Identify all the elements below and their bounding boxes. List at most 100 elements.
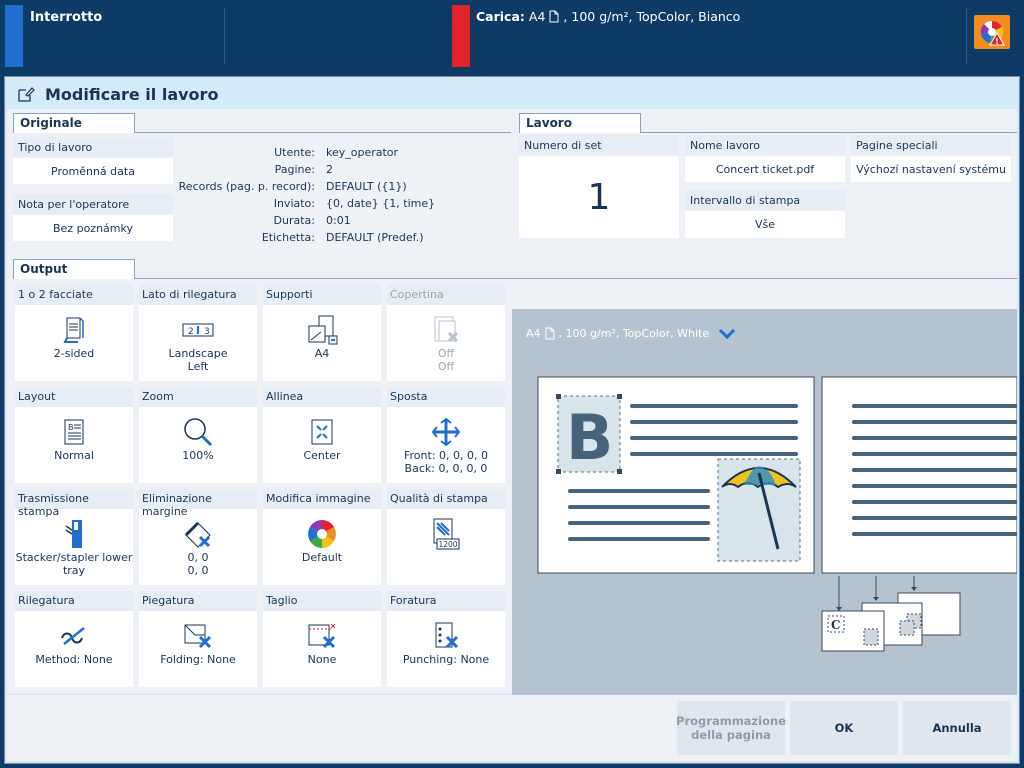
cell-title: Eliminazione margine: [139, 489, 257, 518]
special-pages-field[interactable]: Výchozí nastavení systému: [851, 156, 1011, 182]
shift-arrows-icon: [431, 417, 461, 447]
page-icon: [545, 327, 555, 340]
cell-value: Landscape: [168, 347, 228, 360]
detail-key: Durata:: [273, 214, 315, 227]
cell-punching[interactable]: Foratura Punching: None: [387, 591, 505, 687]
operator-note-field[interactable]: Bez poznámky: [13, 215, 173, 241]
svg-text:2: 2: [188, 327, 194, 337]
cell-print-delivery[interactable]: Trasmissione stampa Stacker/stapler lowe…: [15, 489, 133, 585]
cell-image-edit[interactable]: Modifica immagine Default: [263, 489, 381, 585]
tab-output[interactable]: Output: [13, 259, 135, 279]
cell-value: Default: [301, 551, 343, 564]
cell-title: 1 o 2 facciate: [15, 285, 133, 305]
detail-row: Inviato: {0, date} {1, time}: [173, 195, 476, 212]
detail-value: DEFAULT (Predef.): [326, 231, 424, 244]
dialog-header: Modificare il lavoro: [7, 79, 1017, 109]
cell-binding[interactable]: Rilegatura Method: None: [15, 591, 133, 687]
cell-title: Taglio: [263, 591, 381, 611]
top-status-bar: Interrotto Carica: A4 , 100 g/m², TopCol…: [0, 0, 1024, 70]
cell-title: Foratura: [387, 591, 505, 611]
set-count-label: Numero di set: [519, 135, 679, 155]
operator-note-label: Nota per l'operatore: [13, 194, 173, 214]
cell-value: Center: [303, 449, 341, 462]
preview-letter-c: C: [831, 618, 841, 632]
cell-value: Punching: None: [402, 653, 490, 666]
detail-key: Inviato:: [273, 197, 315, 210]
cell-folding[interactable]: Piegatura Folding: None: [139, 591, 257, 687]
cell-value: Off: [437, 347, 455, 360]
cell-print-quality[interactable]: Qualità di stampa 1200: [387, 489, 505, 585]
detail-key: Utente:: [274, 146, 315, 159]
print-range-label: Intervallo di stampa: [685, 190, 845, 210]
cell-align[interactable]: Allinea Center: [263, 387, 381, 483]
cell-title: Trasmissione stampa: [15, 489, 133, 518]
cell-shift[interactable]: Sposta Front: 0, 0, 0, 0 Back: 0, 0, 0, 0: [387, 387, 505, 483]
job-name-field[interactable]: Concert ticket.pdf: [685, 156, 845, 182]
job-type-field[interactable]: Proměnná data: [13, 158, 173, 184]
cell-value-2: Off: [437, 360, 455, 373]
detail-value: {0, date} {1, time}: [326, 197, 436, 210]
dialog-title: Modificare il lavoro: [45, 84, 219, 104]
cell-title: Allinea: [263, 387, 381, 407]
preview-media-selector[interactable]: A4 , 100 g/m², TopColor, White: [526, 327, 737, 340]
cancel-button[interactable]: Annulla: [903, 701, 1011, 755]
preview-media-size: A4: [526, 327, 541, 340]
print-preview: A4 , 100 g/m², TopColor, White B: [512, 309, 1017, 723]
cell-margin-removal[interactable]: Eliminazione margine 0, 0 0, 0: [139, 489, 257, 585]
originale-panel: Tipo di lavoro Proměnná data Nota per l'…: [13, 133, 511, 251]
tab-lavoro[interactable]: Lavoro: [519, 113, 641, 133]
cell-media[interactable]: Supporti A4: [263, 285, 381, 381]
color-warning-icon[interactable]: !: [974, 15, 1010, 49]
cell-title: Layout: [15, 387, 133, 407]
cell-zoom[interactable]: Zoom 100%: [139, 387, 257, 483]
cell-title: Supporti: [263, 285, 381, 305]
dialog-footer: Programmazione della pagina OK Annulla: [7, 695, 1017, 761]
printer-status: Interrotto: [30, 10, 103, 25]
ok-button[interactable]: OK: [790, 701, 898, 755]
cell-value: 100%: [182, 449, 214, 462]
special-pages-label: Pagine speciali: [851, 135, 1011, 155]
tab-originale[interactable]: Originale: [13, 113, 135, 133]
cover-off-icon: [434, 316, 459, 343]
cell-title: Modifica immagine: [263, 489, 381, 509]
margin-removal-icon: [184, 521, 211, 548]
cell-value: 2-sided: [53, 347, 95, 360]
color-wheel-icon: [308, 520, 336, 548]
load-info[interactable]: Carica: A4 , 100 g/m², TopColor, Bianco: [476, 9, 740, 24]
divider: [966, 8, 967, 64]
detail-value: 0:01: [326, 214, 351, 227]
cell-value-2: Back: 0, 0, 0, 0: [404, 462, 488, 475]
load-details: , 100 g/m², TopColor, Bianco: [563, 9, 741, 24]
dialog-body: Originale Tipo di lavoro Proměnná data N…: [7, 109, 1017, 723]
cell-value-2: 0, 0: [187, 564, 209, 577]
chevron-down-icon[interactable]: [717, 328, 737, 340]
cell-layout[interactable]: Layout B Normal: [15, 387, 133, 483]
job-type-label: Tipo di lavoro: [13, 137, 173, 157]
svg-text:!: !: [995, 37, 999, 46]
cell-trimming[interactable]: Taglio None: [263, 591, 381, 687]
detail-key: Pagine:: [274, 163, 315, 176]
detail-value: DEFAULT ({1}): [326, 180, 407, 193]
tab-underline: [641, 132, 1017, 133]
cell-title: Rilegatura: [15, 591, 133, 611]
print-quality-icon: 1200: [433, 518, 460, 550]
edit-job-icon: [18, 87, 35, 102]
print-range-field[interactable]: Vše: [685, 211, 845, 238]
preview-media-details: , 100 g/m², TopColor, White: [558, 327, 710, 340]
align-center-icon: [311, 419, 333, 445]
load-size: A4: [528, 9, 546, 24]
preview-pages: B: [537, 376, 1017, 652]
detail-key: Etichetta:: [261, 231, 315, 244]
binding-off-icon: [61, 627, 85, 645]
page-icon: [549, 10, 559, 23]
page-programming-button[interactable]: Programmazione della pagina: [676, 701, 786, 755]
detail-value: 2: [326, 163, 333, 176]
detail-value: key_operator: [326, 146, 399, 159]
job-name-label: Nome lavoro: [685, 135, 845, 155]
job-details: Utente: key_operator Pagine: 2 Records (pa…: [173, 144, 476, 246]
set-count-field[interactable]: 1: [519, 156, 679, 238]
cell-value-2: tray: [62, 564, 86, 577]
cell-sides[interactable]: 1 o 2 facciate 2-sided: [15, 285, 133, 381]
